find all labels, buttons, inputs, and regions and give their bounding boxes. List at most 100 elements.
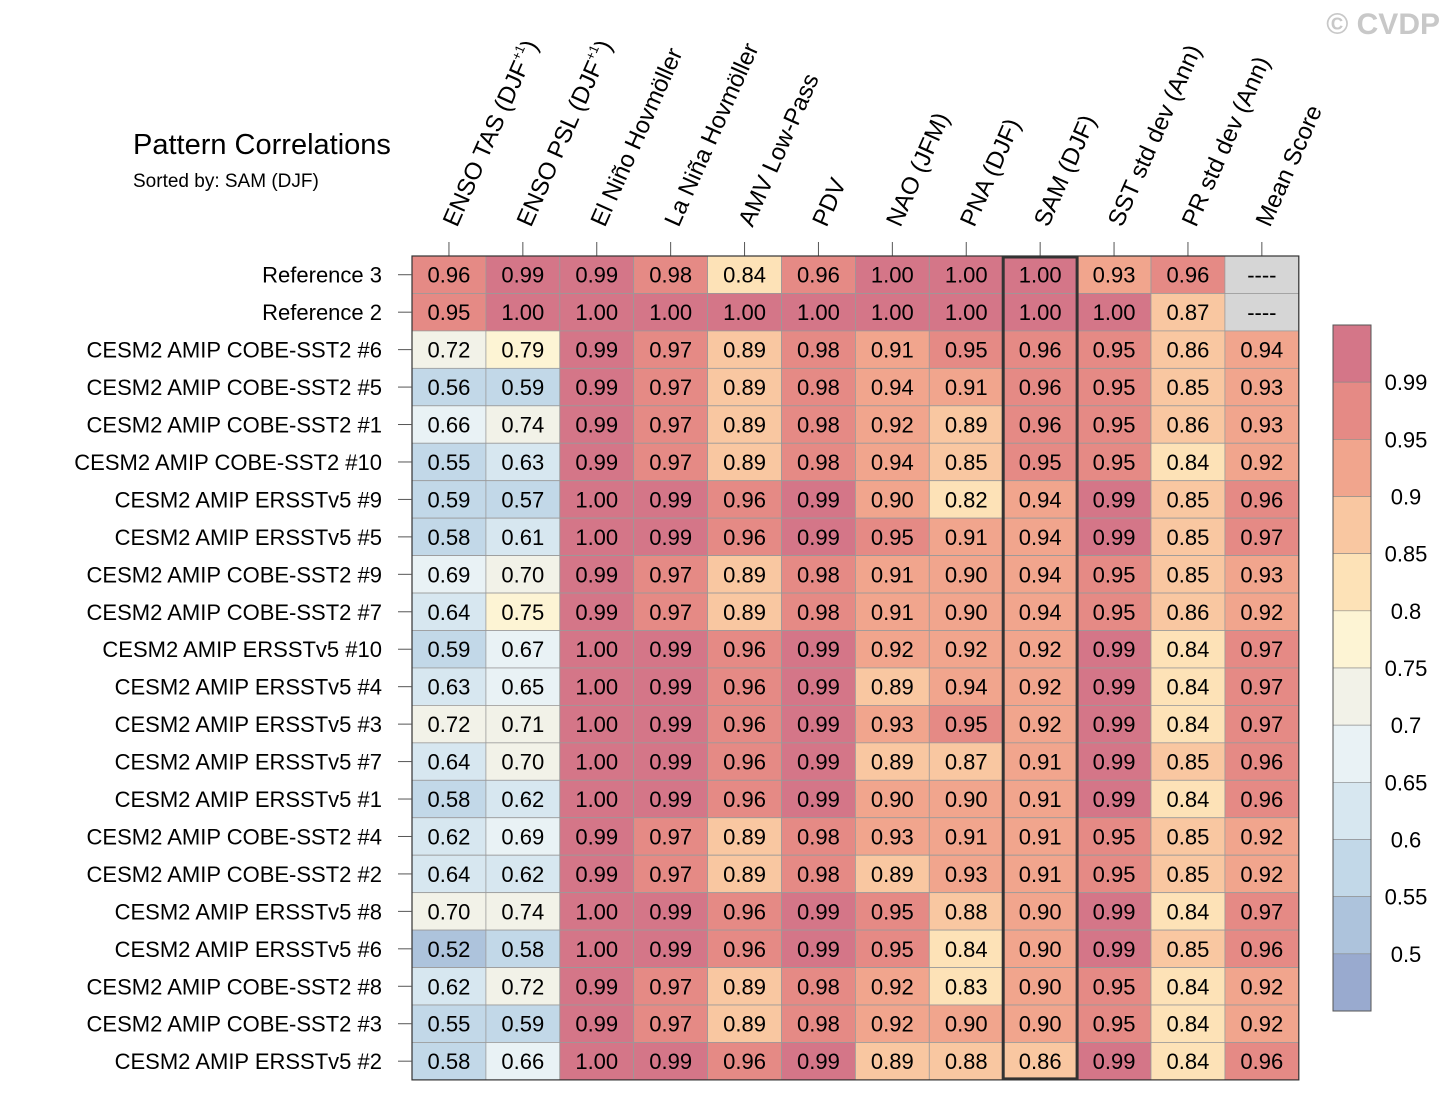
cell-value: 0.85 [1167,824,1210,849]
heatmap-cell [633,892,709,931]
cell-value: 0.84 [1167,675,1210,700]
heatmap-cell [928,480,1004,519]
heatmap-cell [781,517,856,557]
heatmap-cell [855,293,930,332]
cell-value: 0.99 [1093,937,1136,962]
heatmap-cell [559,742,635,781]
cell-value: 0.92 [1240,450,1283,475]
cell-value: 0.84 [1167,1049,1210,1074]
heatmap-cell [855,817,930,856]
cell-value: 1.00 [871,263,914,288]
cell-value: 0.95 [1093,974,1136,999]
heatmap-cell [855,442,930,482]
row-label: CESM2 AMIP COBE-SST2 #6 [87,338,382,363]
heatmap-cell [707,892,782,931]
heatmap-cell [928,592,1004,631]
cell-value: 0.84 [1167,1012,1210,1037]
cell-value: 0.94 [871,450,914,475]
heatmap-cell [855,405,930,444]
heatmap-cell [633,817,709,856]
heatmap-cell [781,367,856,407]
heatmap-cell [485,1042,561,1081]
cell-value: 0.96 [723,637,766,662]
heatmap-cell [707,517,782,557]
cell-value: 0.85 [945,450,988,475]
cell-value: 0.96 [1019,338,1062,363]
colorbar-label: 0.6 [1391,828,1422,853]
heatmap-cell [559,1004,635,1043]
heatmap-cells: 0.96 0.99 0.99 0.98 0.84 0.96 1.00 1.00 1.00 0.93… [411,255,1300,1081]
cell-value: 0.92 [1019,712,1062,737]
heatmap-cell [1076,779,1152,819]
cell-value: 0.97 [649,824,692,849]
cell-value: 0.91 [945,375,988,400]
heatmap-cell [781,967,856,1006]
heatmap-cell [781,293,856,332]
cell-value: 0.99 [575,562,618,587]
colorbar: 0.5 0.55 0.6 0.65 0.7 0.75 0.8 0.85 0.9 0.95 0.99 [1332,324,1427,1012]
cell-value: 0.58 [428,1049,471,1074]
cell-value: 0.85 [1167,525,1210,550]
cell-value: 1.00 [575,750,618,775]
heatmap-cell [1076,854,1152,894]
heatmap-cell [1076,630,1152,669]
cell-value: 0.98 [797,600,840,625]
cell-value: 0.86 [1167,338,1210,363]
cell-value: 0.92 [1240,600,1283,625]
row-label: CESM2 AMIP COBE-SST2 #10 [74,450,382,475]
cell-value: 0.99 [797,487,840,512]
cell-value: 0.58 [428,787,471,812]
row-label: CESM2 AMIP ERSSTv5 #8 [115,899,382,924]
cell-value: 0.91 [1019,824,1062,849]
heatmap-cell [411,1004,487,1043]
heatmap-cell [1150,480,1226,519]
cell-value: 1.00 [1019,300,1062,325]
cell-value: 0.82 [945,487,988,512]
cell-value: 0.72 [501,974,544,999]
cell-value: 1.00 [945,300,988,325]
cell-value: 0.93 [945,862,988,887]
cell-value: 0.89 [723,862,766,887]
row-label: CESM2 AMIP COBE-SST2 #1 [87,413,382,438]
cell-value: 0.91 [871,338,914,363]
cell-value: 0.55 [428,1012,471,1037]
heatmap-cell [1076,742,1152,781]
heatmap-cell [1076,929,1152,968]
cell-value: 0.67 [501,637,544,662]
cell-value: 0.84 [723,263,766,288]
cell-value: 1.00 [575,712,618,737]
cell-value: 0.91 [945,824,988,849]
cell-value: 0.99 [1093,637,1136,662]
cell-value: 0.89 [723,824,766,849]
cell-value: 0.97 [649,375,692,400]
cell-value: 1.00 [575,300,618,325]
heatmap-cell [707,742,782,781]
cell-value: 0.59 [501,1012,544,1037]
cell-value: 0.89 [723,974,766,999]
cell-value: 1.00 [945,263,988,288]
cell-value: 0.95 [871,899,914,924]
cell-value: 0.94 [871,375,914,400]
heatmap-cell [1002,517,1078,557]
cell-value: 0.90 [1019,937,1062,962]
heatmap-cell [411,442,487,482]
heatmap-cell [855,929,930,968]
cell-value: 0.52 [428,937,471,962]
column-label: NAO (JFM) [881,109,955,231]
cell-value: 0.99 [649,787,692,812]
cell-value: 0.95 [1093,862,1136,887]
cell-value: 1.00 [501,300,544,325]
heatmap-cell [855,367,930,407]
heatmap-cell [633,779,709,819]
cell-value: 0.96 [1019,375,1062,400]
heatmap-cell [1150,592,1226,631]
heatmap-cell [633,517,709,557]
cell-value: 0.91 [945,525,988,550]
heatmap-cell [1150,929,1226,968]
heatmap-cell [485,667,561,706]
cell-value: 0.93 [1093,263,1136,288]
cell-value: 0.99 [649,637,692,662]
heatmap-cell [411,779,487,819]
sorted-column-highlight [1001,255,1079,1081]
